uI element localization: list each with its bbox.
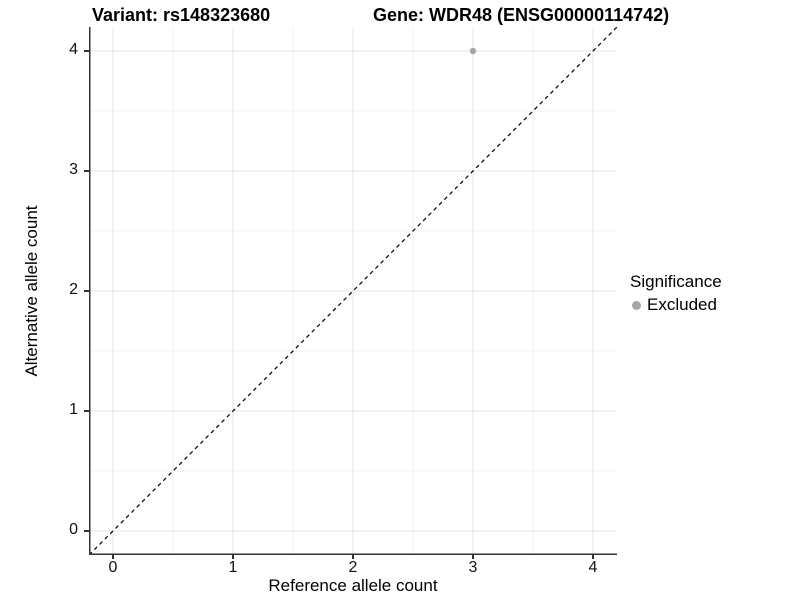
x-tick-mark xyxy=(592,555,594,559)
y-tick-mark xyxy=(84,170,89,172)
plot-panel xyxy=(89,27,617,555)
legend: Significance Excluded xyxy=(630,272,722,315)
y-axis-label: Alternative allele count xyxy=(22,205,41,377)
legend-item-excluded: Excluded xyxy=(630,295,722,315)
x-tick-mark xyxy=(472,555,474,559)
y-tick-label: 4 xyxy=(69,41,78,58)
x-axis-label: Reference allele count xyxy=(268,576,438,595)
y-tick-label: 1 xyxy=(69,401,78,418)
plot-title-gene: Gene: WDR48 (ENSG00000114742) xyxy=(373,5,670,25)
y-tick-label: 3 xyxy=(69,161,78,178)
x-tick-label: 0 xyxy=(108,559,118,576)
y-tick-label: 0 xyxy=(69,521,78,538)
x-tick-label: 2 xyxy=(348,559,358,576)
x-tick-label: 3 xyxy=(468,559,478,576)
y-tick-mark xyxy=(84,530,89,532)
plot-canvas xyxy=(89,27,617,555)
legend-item-label: Excluded xyxy=(647,295,717,314)
x-tick-mark xyxy=(112,555,114,559)
x-tick-mark xyxy=(352,555,354,559)
y-tick-mark xyxy=(84,290,89,292)
x-tick-label: 4 xyxy=(588,559,598,576)
y-tick-label: 2 xyxy=(69,281,78,298)
legend-title: Significance xyxy=(630,272,722,291)
plot-title-variant: Variant: rs148323680 xyxy=(92,5,271,25)
x-tick-label: 1 xyxy=(228,559,238,576)
y-tick-mark xyxy=(84,410,89,412)
y-tick-mark xyxy=(84,50,89,52)
x-tick-mark xyxy=(232,555,234,559)
excluded-point-icon xyxy=(632,300,641,310)
data-point xyxy=(469,47,477,55)
